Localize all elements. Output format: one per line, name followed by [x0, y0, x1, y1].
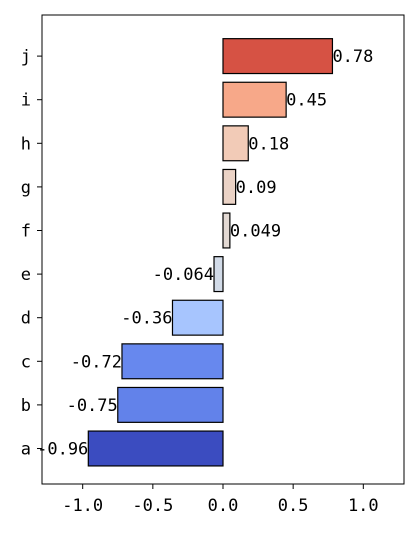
- data-label-d: -0.36: [121, 309, 172, 329]
- data-labels-group: -0.96 -0.75 -0.72 -0.36 -0.064 0.049 0.09 0.18 0…: [37, 47, 373, 459]
- y-axis: a b c d e f g h i j: [21, 47, 42, 460]
- x-axis: -1.0 -0.5 0.0 0.5 1.0: [62, 484, 379, 516]
- data-label-c: -0.72: [71, 352, 122, 372]
- y-tick-label-e: e: [21, 265, 31, 285]
- y-tick-label-b: b: [21, 396, 31, 416]
- bar-f: [222, 212, 231, 249]
- y-tick-label-g: g: [21, 178, 31, 198]
- bar-b: [117, 386, 224, 423]
- data-label-i: 0.45: [286, 91, 327, 111]
- y-tick-label-d: d: [21, 309, 31, 329]
- x-tick-label-3: 0.5: [278, 496, 309, 516]
- data-label-g: 0.09: [236, 178, 277, 198]
- bar-g: [222, 168, 237, 205]
- y-tick-label-c: c: [21, 352, 31, 372]
- bar-i: [222, 81, 287, 118]
- bar-e: [213, 256, 224, 293]
- bar-h: [222, 125, 249, 162]
- y-tick-label-h: h: [21, 134, 31, 154]
- data-label-f: 0.049: [230, 222, 281, 242]
- data-label-b: -0.75: [67, 396, 118, 416]
- x-tick-label-1: -0.5: [132, 496, 173, 516]
- data-label-h: 0.18: [248, 134, 289, 154]
- y-tick-label-a: a: [21, 440, 31, 460]
- bar-c: [121, 343, 224, 380]
- data-label-a: -0.96: [37, 440, 88, 460]
- y-tick-label-i: i: [21, 91, 31, 111]
- data-label-e: -0.064: [153, 265, 214, 285]
- bar-a: [87, 430, 224, 467]
- x-tick-label-4: 1.0: [348, 496, 379, 516]
- data-label-j: 0.78: [332, 47, 373, 67]
- y-tick-label-j: j: [21, 47, 31, 67]
- x-tick-label-2: 0.0: [208, 496, 239, 516]
- bar-d: [171, 299, 224, 336]
- bar-j: [222, 38, 334, 75]
- x-tick-label-0: -1.0: [62, 496, 103, 516]
- bars-group: [87, 38, 334, 467]
- y-tick-label-f: f: [21, 222, 31, 242]
